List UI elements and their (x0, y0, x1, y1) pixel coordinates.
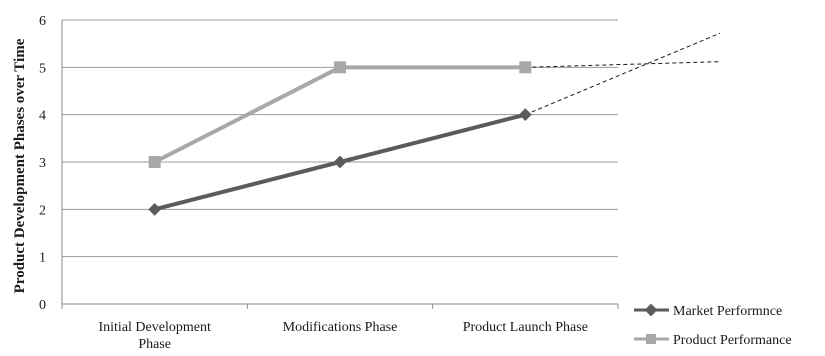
marker-series1-point-2 (519, 61, 532, 74)
marker-series0-point-2 (518, 108, 532, 122)
legend-swatch-market-marker (644, 303, 658, 317)
axes (61, 20, 619, 309)
x-tick-labels: Initial Development Phase Modifications Ph… (98, 320, 588, 352)
projection-line-1 (525, 61, 720, 68)
x-tick-label-2: Product Launch Phase (463, 320, 588, 335)
y-axis-title: Product Development Phases over Time (12, 38, 28, 293)
legend: Market Performnce Product Performance (634, 303, 792, 348)
legend-label-product: Product Performance (673, 333, 792, 348)
legend-item-market: Market Performnce (634, 303, 782, 319)
legend-label-market: Market Performnce (673, 304, 782, 319)
marker-series1-point-1 (334, 61, 346, 74)
legend-swatch-product-marker (646, 334, 656, 344)
projection-line-0 (525, 32, 721, 116)
marker-series0-point-0 (148, 202, 162, 216)
y-tick-label-1: 1 (39, 251, 46, 266)
y-tick-label-3: 3 (39, 156, 46, 171)
gridlines (62, 19, 618, 258)
x-tick-label-0: Initial Development Phase (98, 320, 210, 351)
x-tick-label-1: Modifications Phase (283, 320, 398, 335)
marker-series1-point-0 (148, 156, 161, 168)
y-tick-label-4: 4 (39, 109, 46, 124)
series-lines (153, 65, 526, 212)
y-tick-label-6: 6 (39, 14, 46, 29)
y-tick-label-2: 2 (39, 203, 46, 218)
series-markers (148, 61, 532, 216)
y-tick-labels: 0 1 2 3 4 5 6 (39, 14, 46, 313)
projection-lines (525, 32, 721, 116)
y-tick-label-5: 5 (39, 61, 46, 76)
marker-series0-point-1 (333, 155, 347, 169)
legend-item-product: Product Performance (634, 333, 792, 348)
y-tick-label-0: 0 (39, 298, 46, 313)
